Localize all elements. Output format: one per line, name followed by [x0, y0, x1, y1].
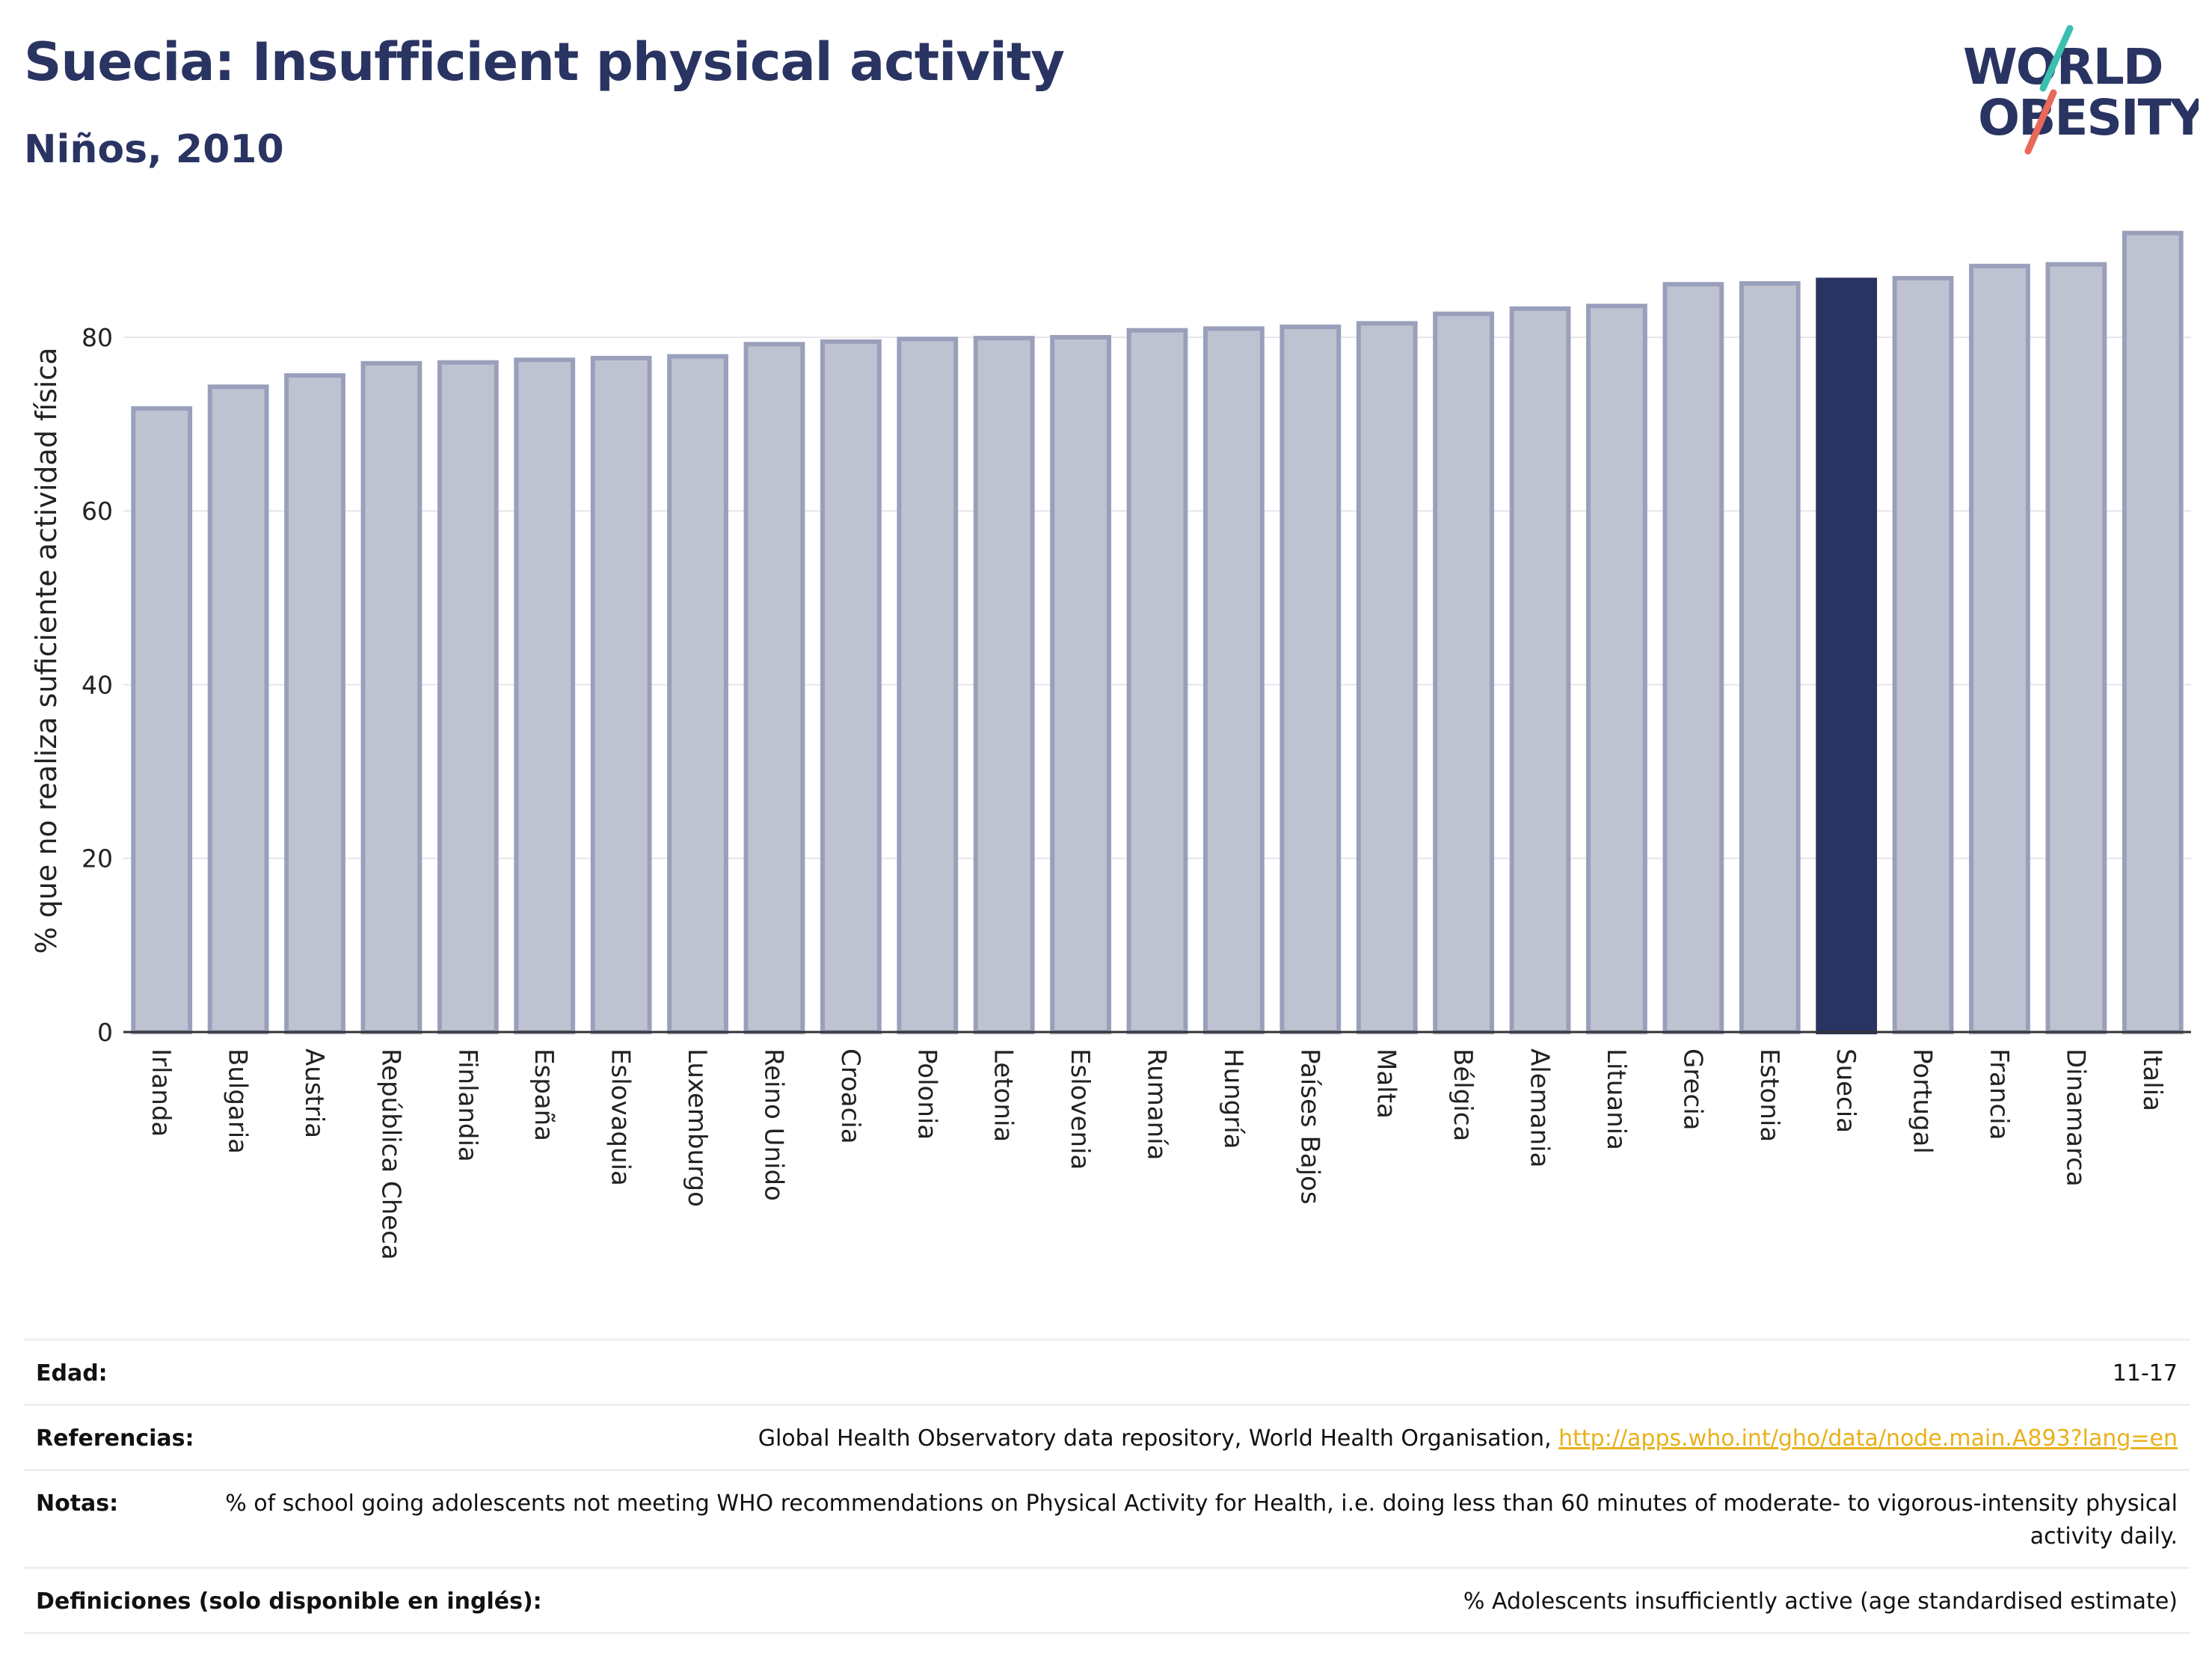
bar: [131, 406, 193, 1034]
x-tick-label: Eslovenia: [1065, 1048, 1095, 1170]
bar: [1586, 304, 1647, 1034]
x-tick-label: República Checa: [375, 1048, 405, 1260]
x-tick-label: Lituania: [1601, 1048, 1631, 1150]
x-tick-label: Italia: [2137, 1048, 2167, 1111]
logo-slash-red: [2024, 89, 2057, 155]
bar: [897, 337, 959, 1034]
bar: [514, 357, 576, 1034]
references-value: Global Health Observatory data repositor…: [224, 1422, 2178, 1455]
x-tick-label: Estonia: [1754, 1048, 1784, 1142]
bar: [360, 360, 423, 1034]
references-text: Global Health Observatory data repositor…: [758, 1425, 1559, 1452]
bar: [1509, 306, 1571, 1035]
info-row-age: Edad: 11-17: [24, 1339, 2190, 1404]
info-row-definitions: Definiciones (solo disponible en inglés)…: [24, 1567, 2190, 1634]
bar: [2122, 230, 2184, 1034]
bar: [743, 342, 805, 1035]
bar: [1739, 280, 1801, 1035]
x-tick-label: Finlandia: [452, 1048, 482, 1162]
bar: [1662, 282, 1724, 1035]
x-tick-label: Luxemburgo: [682, 1048, 712, 1207]
y-tick-label: 0: [97, 1018, 113, 1047]
bar: [1356, 321, 1418, 1035]
y-tick-label: 80: [82, 323, 113, 352]
x-tick-label: Austria: [299, 1048, 329, 1138]
x-tick-label: Reino Unido: [758, 1048, 788, 1201]
page-subtitle: Niños, 2010: [24, 127, 284, 172]
definitions-label: Definiciones (solo disponible en inglés)…: [36, 1588, 542, 1615]
x-tick-label: Francia: [1984, 1048, 2014, 1140]
x-tick-label: Portugal: [1908, 1048, 1938, 1154]
bar: [1433, 311, 1495, 1034]
notes-label: Notas:: [36, 1490, 119, 1517]
y-axis-title: % que no realiza suficiente actividad fí…: [30, 348, 63, 954]
info-row-notes: Notas: % of school going adolescents not…: [24, 1469, 2190, 1567]
age-value: 11-17: [2112, 1360, 2178, 1387]
x-tick-label: Eslovaquia: [606, 1048, 636, 1186]
x-tick-label: Bélgica: [1448, 1048, 1478, 1141]
x-tick-label: Suecia: [1831, 1048, 1861, 1133]
chart-svg: 0 20 40 60 80 % que no realiza suficiente act…: [30, 230, 2191, 1260]
logo-line2: OBESITY: [1978, 89, 2199, 147]
x-tick-label: Dinamarca: [2060, 1048, 2090, 1187]
bar-chart: 0 20 40 60 80 % que no realiza suficiente act…: [0, 194, 2212, 1316]
bar: [667, 354, 728, 1035]
x-tick-label: Alemania: [1525, 1048, 1555, 1167]
info-table: Edad: 11-17 Referencias: Global Health O…: [24, 1339, 2190, 1634]
bar: [1203, 326, 1265, 1034]
references-link[interactable]: http://apps.who.int/gho/data/node.main.A…: [1558, 1425, 2178, 1452]
bar: [1279, 325, 1342, 1034]
x-tick-label: Letonia: [989, 1048, 1019, 1142]
bar: [1969, 263, 2030, 1034]
y-tick-label: 60: [82, 497, 113, 526]
x-tick-label: Croacia: [835, 1048, 865, 1144]
x-tick-label: Polonia: [912, 1048, 941, 1140]
bar: [437, 360, 499, 1035]
bar-highlight: [1816, 277, 1878, 1035]
y-tick-label: 20: [82, 844, 113, 873]
logo-slash-teal: [2039, 25, 2074, 92]
bar: [1050, 334, 1111, 1035]
definitions-value: % Adolescents insufficiently active (age…: [1463, 1588, 2178, 1615]
bar: [1892, 276, 1954, 1034]
x-tick-label: Países Bajos: [1294, 1048, 1324, 1205]
bar: [207, 384, 269, 1034]
world-obesity-logo: WORLD OBESITY: [1959, 22, 2199, 157]
bar: [1126, 328, 1188, 1034]
bar: [284, 373, 345, 1034]
references-label: Referencias:: [36, 1425, 194, 1452]
x-tick-label: España: [529, 1048, 559, 1141]
bar: [973, 336, 1035, 1034]
x-tick-label: Grecia: [1677, 1048, 1707, 1130]
x-tick-label: Hungría: [1218, 1048, 1248, 1149]
x-tick-label: Irlanda: [146, 1048, 176, 1137]
x-tick-label: Bulgaria: [223, 1048, 253, 1154]
page-title: Suecia: Insufficient physical activity: [24, 31, 1065, 93]
bar: [2045, 262, 2107, 1035]
x-tick-label: Rumanía: [1142, 1048, 1172, 1160]
info-row-references: Referencias: Global Health Observatory d…: [24, 1404, 2190, 1469]
y-tick-label: 40: [82, 670, 113, 699]
x-tick-label: Malta: [1371, 1048, 1401, 1119]
bar: [820, 339, 882, 1035]
age-label: Edad:: [36, 1360, 108, 1387]
notes-value: % of school going adolescents not meetin…: [225, 1490, 2178, 1550]
bar: [590, 355, 652, 1035]
